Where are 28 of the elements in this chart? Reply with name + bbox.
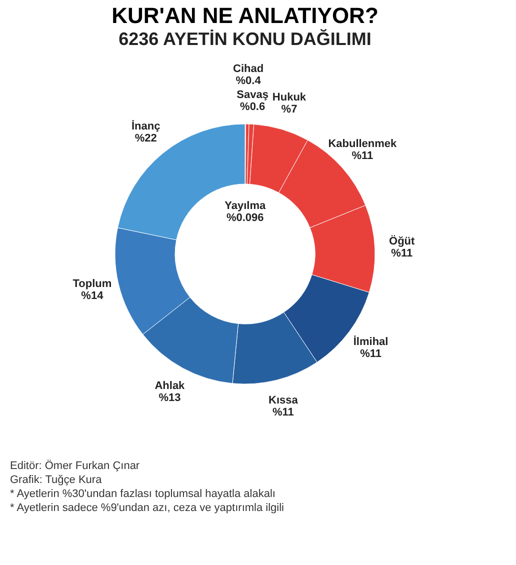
text: * Ayetlerin %30'undan fazlası toplumsal hayatla alakalı bbox=[10, 488, 276, 500]
slice-label: Hukuk bbox=[272, 91, 307, 104]
data-label: %7 bbox=[281, 103, 298, 116]
data-label: %22 bbox=[134, 132, 157, 144]
chart-subtitle: 6236 AYETİN KONU DAĞILIMI bbox=[118, 29, 372, 49]
slice-label: İlmihal bbox=[353, 334, 388, 348]
data-label: %11 bbox=[391, 247, 413, 260]
data-label: %0.096 bbox=[226, 212, 264, 224]
slice-label: Öğüt bbox=[389, 234, 416, 248]
text: * Ayetlerin sadece %9'undan azı, ceza ve yaptırımla ilgili bbox=[10, 502, 284, 514]
slice-label: Kıssa bbox=[268, 394, 299, 406]
data-label: %0.4 bbox=[236, 75, 262, 88]
data-label: %14 bbox=[81, 290, 104, 302]
chart-title: KUR'AN NE ANLATIYOR? bbox=[112, 3, 378, 28]
slice-label: Savaş bbox=[236, 89, 268, 102]
slice-label: İnanç bbox=[131, 119, 160, 132]
slice-label: Ahlak bbox=[154, 380, 186, 392]
slice-label: Yayılma bbox=[224, 200, 266, 212]
text: Grafik: Tuğçe Kura bbox=[10, 474, 103, 486]
data-label: %11 bbox=[272, 406, 294, 418]
slice-label: Kabullenmek bbox=[328, 138, 398, 150]
text: Editör: Ömer Furkan Çınar bbox=[10, 459, 140, 472]
slice-label: Cihad bbox=[233, 63, 264, 76]
data-label: %13 bbox=[158, 392, 181, 404]
data-label: %11 bbox=[360, 348, 382, 360]
slice-label: Toplum bbox=[72, 278, 112, 290]
data-label: %11 bbox=[352, 150, 374, 162]
data-label: %0.6 bbox=[240, 101, 266, 114]
